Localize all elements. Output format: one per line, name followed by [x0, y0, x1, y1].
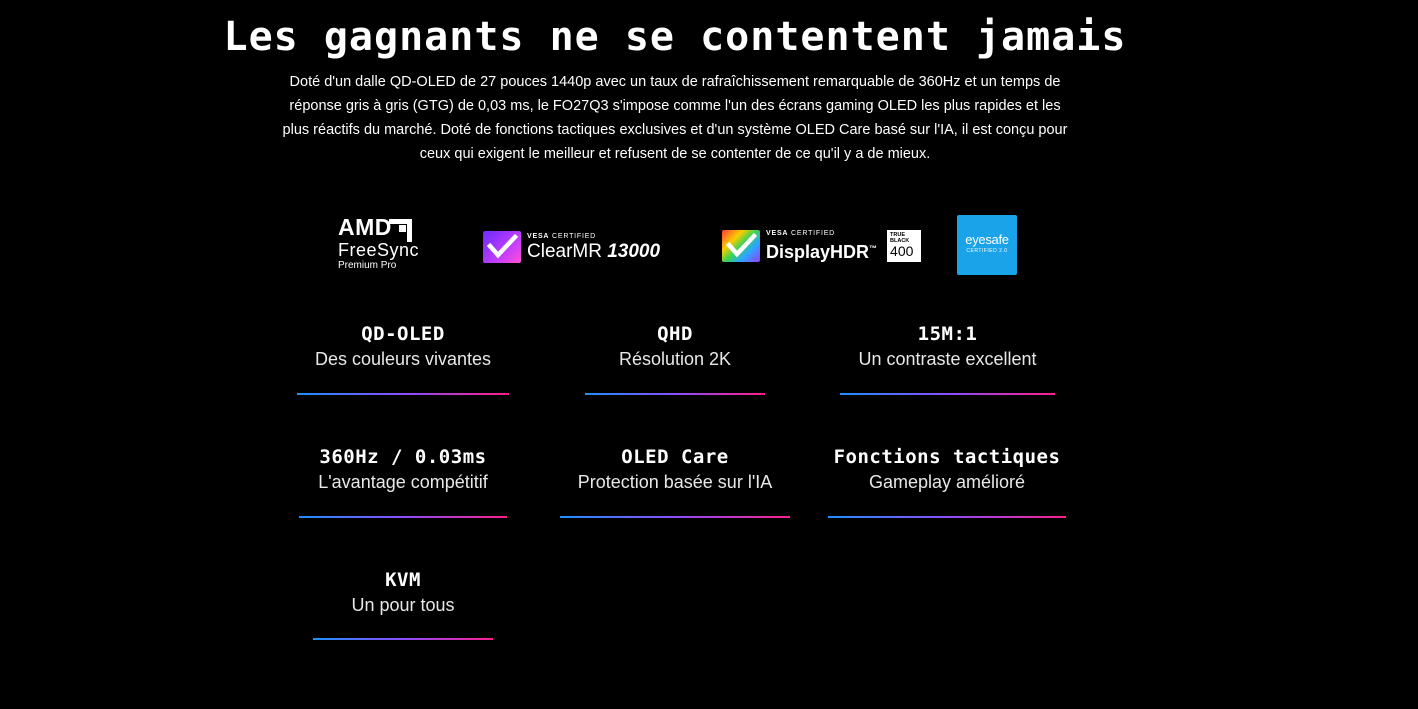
- gradient-divider: [560, 516, 790, 518]
- vesa-displayhdr-logo: VESA CERTIFIED DisplayHDR™ TRUE BLACK 40…: [722, 228, 922, 264]
- certified-label: CERTIFIED: [791, 230, 836, 237]
- vesa-label: VESA: [527, 232, 550, 240]
- true-black-badge: TRUE BLACK 400: [887, 230, 922, 262]
- premium-pro-label: Premium Pro: [338, 260, 397, 271]
- page-title: Les gagnants ne se contentent jamais: [223, 14, 1127, 60]
- true-label: TRUE: [890, 232, 906, 238]
- freesync-label: FreeSync: [338, 240, 420, 260]
- feature-subtitle: Protection basée sur l'IA: [577, 472, 773, 492]
- feature-title: QHD: [657, 323, 693, 345]
- eyesafe-name: eyesafe: [965, 232, 1009, 247]
- gradient-divider: [585, 393, 765, 395]
- feature-subtitle: Des couleurs vivantes: [314, 349, 492, 369]
- feature-subtitle: Gameplay amélioré: [868, 472, 1026, 492]
- vesa-label: VESA: [766, 230, 789, 237]
- feature-item-oled-care: OLED Care Protection basée sur l'IA: [560, 445, 790, 518]
- displayhdr-name: DisplayHDR: [766, 242, 870, 262]
- eyesafe-logo: eyesafe CERTIFIED 2.0: [957, 215, 1017, 275]
- feature-item-refresh-rate: 360Hz / 0.03ms L'avantage compétitif: [299, 445, 507, 518]
- feature-item-qd-oled: QD-OLED Des couleurs vivantes: [297, 322, 509, 395]
- intro-paragraph: Doté d'un dalle QD-OLED de 27 pouces 144…: [282, 74, 1068, 162]
- feature-subtitle: L'avantage compétitif: [318, 472, 488, 492]
- clearmr-name: ClearMR: [527, 240, 602, 262]
- feature-title: QD-OLED: [361, 323, 445, 345]
- badge-value: 400: [890, 243, 914, 259]
- gradient-divider: [828, 516, 1066, 518]
- vesa-clearmr-logo: VESA CERTIFIED ClearMR 13000: [483, 229, 683, 265]
- feature-title: 360Hz / 0.03ms: [319, 446, 487, 468]
- feature-item-kvm: KVM Un pour tous: [313, 568, 493, 640]
- amd-freesync-logo: AMD FreeSync Premium Pro: [338, 214, 438, 276]
- certified-label: CERTIFIED: [552, 232, 597, 240]
- black-label: BLACK: [890, 238, 910, 244]
- feature-item-contrast: 15M:1 Un contraste excellent: [840, 322, 1055, 395]
- gradient-divider: [297, 393, 509, 395]
- gradient-divider: [313, 638, 493, 640]
- feature-title: Fonctions tactiques: [833, 446, 1061, 468]
- check-icon: [722, 230, 760, 262]
- amd-arrow-icon: [388, 218, 412, 242]
- feature-title: 15M:1: [917, 323, 978, 345]
- eyesafe-sub: CERTIFIED 2.0: [966, 248, 1008, 254]
- feature-item-tactical: Fonctions tactiques Gameplay amélioré: [828, 445, 1066, 518]
- gradient-divider: [840, 393, 1055, 395]
- feature-subtitle: Un contraste excellent: [858, 349, 1037, 369]
- check-icon: [483, 231, 521, 263]
- trademark-mark: ™: [869, 244, 878, 253]
- clearmr-value: 13000: [607, 240, 661, 262]
- feature-subtitle: Un pour tous: [351, 595, 455, 615]
- amd-brand: AMD: [338, 214, 392, 240]
- feature-item-qhd: QHD Résolution 2K: [585, 322, 765, 395]
- gradient-divider: [299, 516, 507, 518]
- feature-subtitle: Résolution 2K: [618, 349, 732, 369]
- feature-title: KVM: [385, 569, 421, 591]
- feature-title: OLED Care: [621, 446, 729, 468]
